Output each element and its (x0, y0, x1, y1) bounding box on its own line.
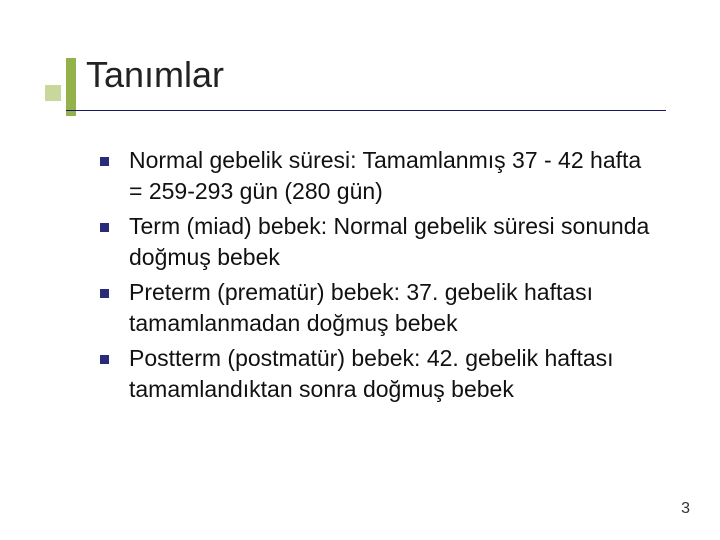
list-item-text: Normal gebelik süresi: Tamamlanmış 37 - … (129, 145, 660, 207)
list-item: Preterm (prematür) bebek: 37. gebelik ha… (100, 277, 660, 339)
bullet-square-icon (100, 223, 109, 232)
slide: Tanımlar Normal gebelik süresi: Tamamlan… (0, 0, 720, 540)
slide-title: Tanımlar (86, 54, 224, 96)
list-item-text: Term (miad) bebek: Normal gebelik süresi… (129, 211, 660, 273)
accent-vertical-bar (66, 58, 76, 116)
list-item-text: Postterm (postmatür) bebek: 42. gebelik … (129, 343, 660, 405)
body-content: Normal gebelik süresi: Tamamlanmış 37 - … (100, 145, 660, 409)
list-item: Normal gebelik süresi: Tamamlanmış 37 - … (100, 145, 660, 207)
title-underline (66, 110, 666, 111)
bullet-square-icon (100, 289, 109, 298)
bullet-square-icon (100, 355, 109, 364)
page-number: 3 (681, 500, 690, 518)
list-item: Postterm (postmatür) bebek: 42. gebelik … (100, 343, 660, 405)
bullet-square-icon (100, 157, 109, 166)
list-item-text: Preterm (prematür) bebek: 37. gebelik ha… (129, 277, 660, 339)
accent-square (45, 85, 61, 101)
list-item: Term (miad) bebek: Normal gebelik süresi… (100, 211, 660, 273)
